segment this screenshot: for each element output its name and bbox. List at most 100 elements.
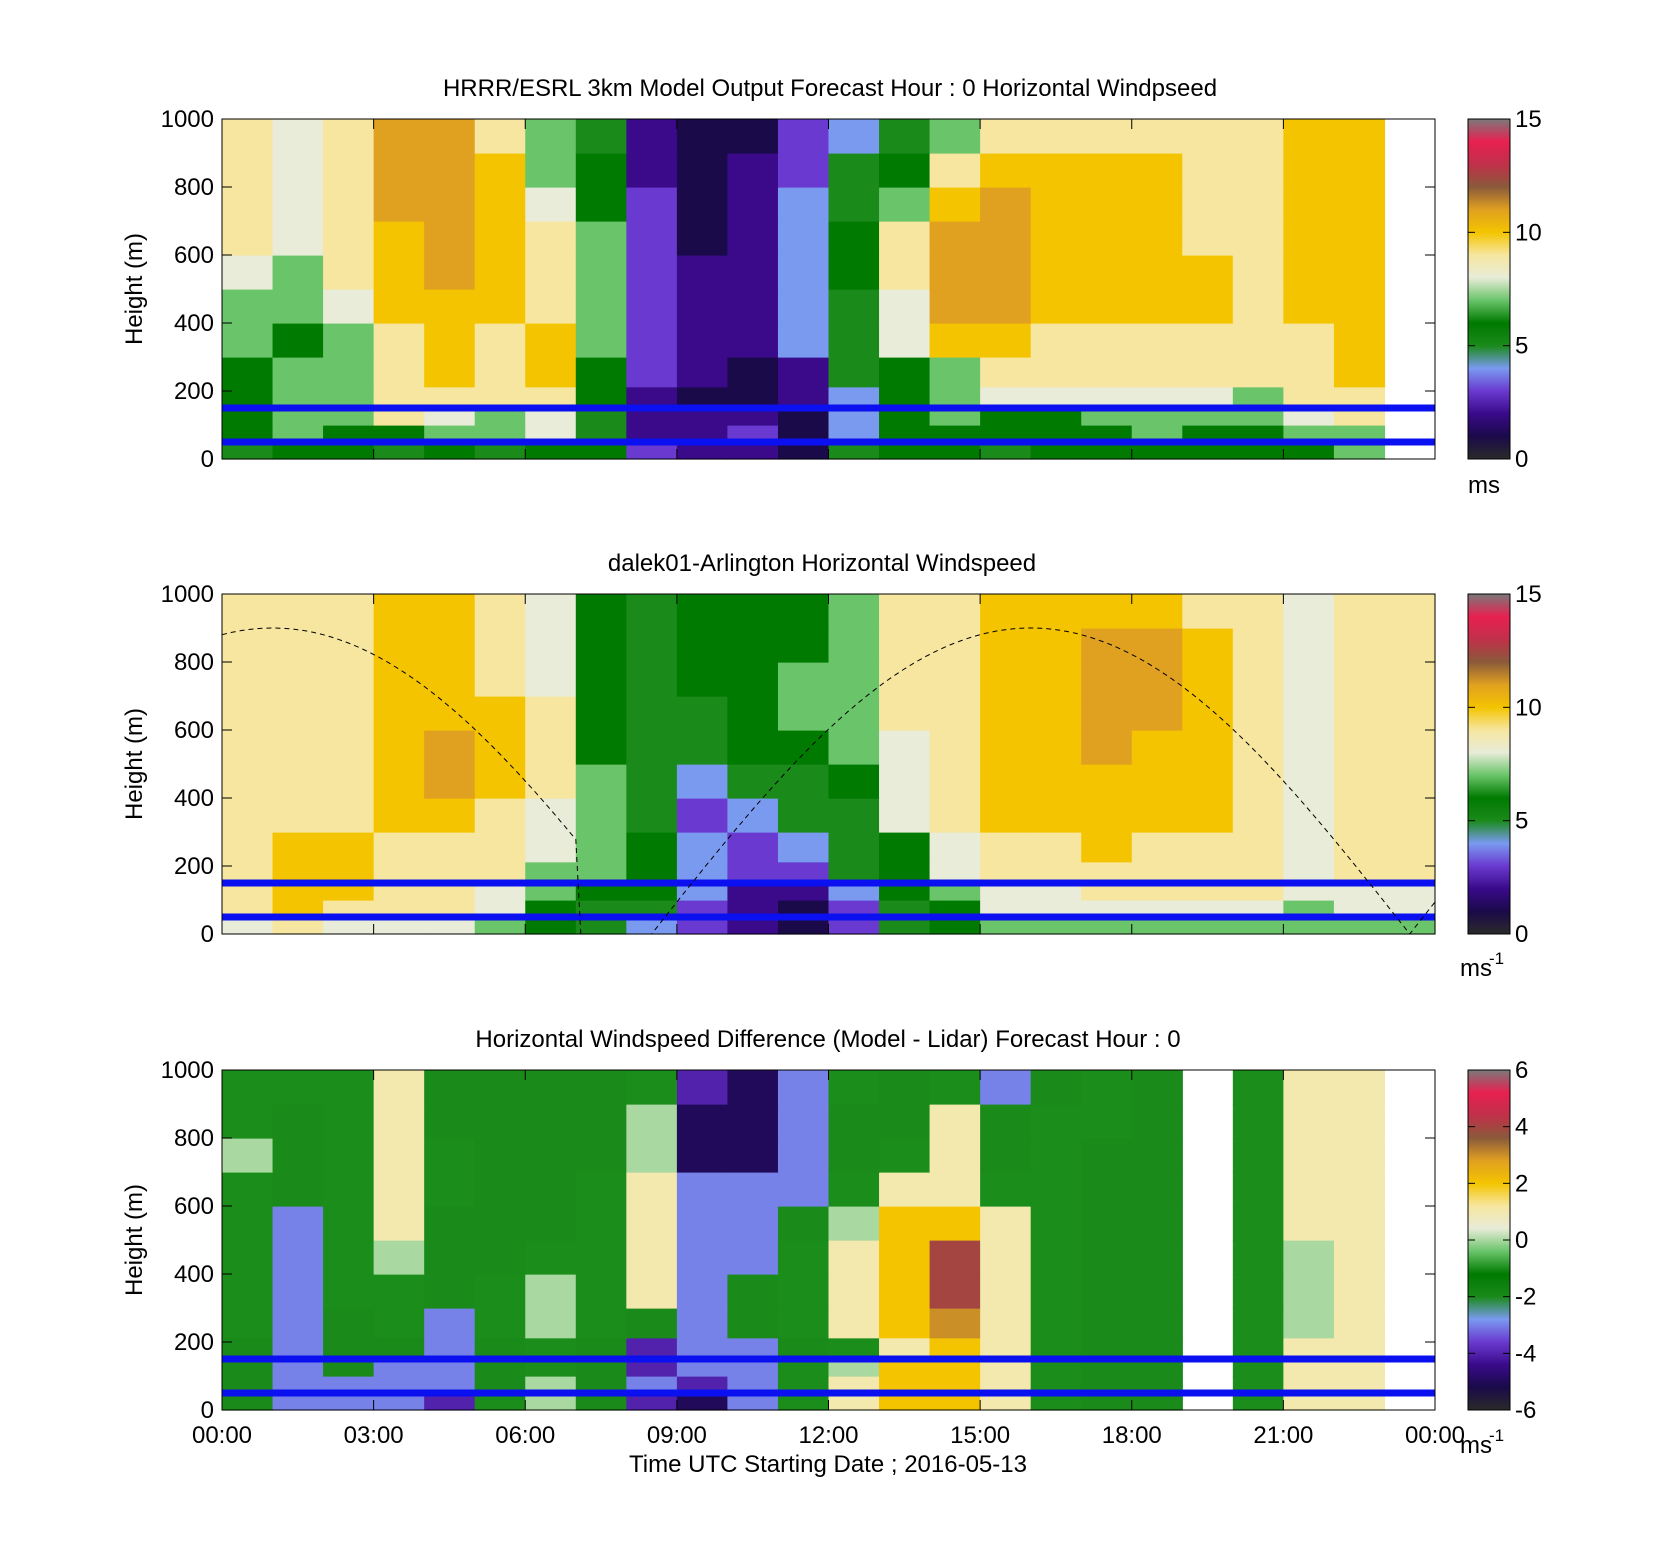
heatmap-cell (1283, 187, 1335, 222)
colorbar-unit-difference: ms (1460, 1432, 1492, 1459)
heatmap-cell (828, 628, 880, 663)
heatmap-cell (1232, 900, 1284, 918)
heatmap-cell (626, 1359, 678, 1377)
heatmap-cell (474, 1274, 526, 1309)
heatmap-cell (323, 1376, 375, 1394)
heatmap-cell (1182, 408, 1234, 426)
heatmap-cell (323, 425, 375, 443)
heatmap-cell (575, 153, 627, 188)
heatmap-cell (980, 798, 1032, 833)
heatmap-cell (373, 1172, 425, 1207)
heatmap-cell (1283, 442, 1335, 460)
heatmap-cell (626, 255, 678, 290)
heatmap-cell (828, 1376, 880, 1394)
heatmap-cell (525, 730, 577, 765)
heatmap-cell (626, 1104, 678, 1139)
heatmap-cell (929, 255, 981, 290)
x-tick-label: 06:00 (495, 1422, 555, 1449)
heatmap-cell (1182, 442, 1234, 460)
heatmap-cell (474, 425, 526, 443)
heatmap-cell (1081, 187, 1133, 222)
heatmap-cell (1333, 764, 1386, 799)
heatmap-cell (1081, 883, 1133, 901)
heatmap-cell (222, 628, 274, 663)
heatmap-cell (727, 764, 779, 799)
heatmap-cell (1283, 628, 1335, 663)
heatmap-cell (1182, 900, 1234, 918)
heatmap-cell (575, 861, 627, 884)
heatmap-cell (676, 1393, 729, 1411)
heatmap-cell (424, 883, 476, 901)
heatmap-cell (1333, 798, 1386, 833)
heatmap-cell (828, 442, 880, 460)
heatmap-cell (676, 1240, 729, 1275)
heatmap-cell (575, 883, 627, 901)
heatmap-cell (1182, 730, 1234, 765)
heatmap-cell (575, 1206, 627, 1241)
heatmap-cell (323, 1240, 375, 1275)
y-tick-label: 1000 (161, 581, 214, 608)
heatmap-cell (272, 1240, 324, 1275)
heatmap-cell (727, 798, 779, 833)
heatmap-cell (424, 628, 476, 663)
heatmap-cell (1182, 221, 1234, 256)
y-tick-label: 600 (174, 1193, 214, 1220)
heatmap-cell (323, 798, 375, 833)
heatmap-cell (272, 153, 324, 188)
heatmap-cell (929, 408, 981, 426)
heatmap-cell (1333, 1337, 1386, 1360)
y-tick-label: 0 (201, 1397, 214, 1424)
heatmap-cell (272, 1393, 324, 1411)
heatmap-cell (474, 764, 526, 799)
heatmap-cell (626, 730, 678, 765)
heatmap-cell (575, 628, 627, 663)
heatmap-cell (1081, 798, 1133, 833)
heatmap-cell (828, 861, 880, 884)
heatmap-cell (980, 1274, 1032, 1309)
heatmap-cell (626, 798, 678, 833)
heatmap-cell (1333, 386, 1386, 409)
heatmap-cell (1081, 1376, 1133, 1394)
heatmap-cell (1333, 730, 1386, 765)
heatmap-cell (1333, 408, 1386, 426)
heatmap-cell (1283, 255, 1335, 290)
heatmap-cell (1131, 187, 1183, 222)
heatmap-cell (727, 1393, 779, 1411)
heatmap-cell (929, 221, 981, 256)
heatmap-cell (777, 662, 830, 697)
heatmap-cell (525, 323, 577, 358)
heatmap-cell (879, 1393, 931, 1411)
heatmap-cell (1081, 628, 1133, 663)
heatmap-cell (980, 594, 1032, 629)
heatmap-cell (424, 442, 476, 460)
heatmap-cell (879, 628, 931, 663)
heatmap-cell (1232, 1359, 1284, 1377)
heatmap-cell (525, 1393, 577, 1411)
heatmap-cell (525, 255, 577, 290)
y-tick-label: 1000 (161, 1057, 214, 1084)
heatmap-cell (929, 153, 981, 188)
heatmap-cell (626, 323, 678, 358)
heatmap-cell (1030, 1359, 1082, 1377)
heatmap-cell (1333, 594, 1386, 629)
heatmap-cell (1232, 730, 1284, 765)
heatmap-cell (1232, 917, 1284, 935)
heatmap-cell (373, 425, 425, 443)
heatmap-cell (828, 255, 880, 290)
heatmap-cell (474, 1070, 526, 1105)
heatmap-cell (879, 1359, 931, 1377)
heatmap-cell (1333, 696, 1386, 731)
heatmap-cell (1030, 1393, 1082, 1411)
heatmap-cell (1131, 861, 1183, 884)
heatmap-cell (879, 119, 931, 154)
heatmap-cell (525, 1337, 577, 1360)
heatmap-cell (525, 900, 577, 918)
heatmap-cell (929, 1138, 981, 1173)
heatmap-cell (1182, 594, 1234, 629)
heatmap-cell (1081, 1104, 1133, 1139)
heatmap-cell (575, 425, 627, 443)
heatmap-cell (777, 696, 830, 731)
heatmap-cell (1384, 628, 1436, 663)
heatmap-cell (373, 408, 425, 426)
heatmap-cell (676, 1337, 729, 1360)
